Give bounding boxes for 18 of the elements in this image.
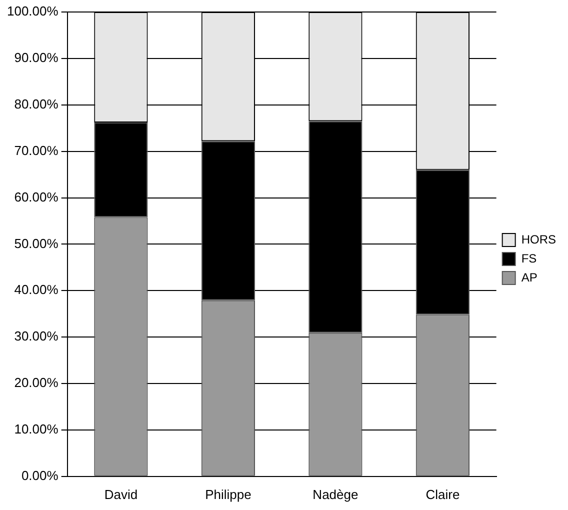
legend-label: FS (521, 251, 537, 266)
y-tick-label: 20.00% (14, 375, 59, 390)
y-tick-label: 60.00% (14, 189, 59, 204)
x-tick-label: Nadège (312, 486, 358, 502)
y-tick-label: 90.00% (14, 50, 59, 66)
legend-label: HORS (521, 232, 556, 246)
x-tick-label: David (104, 486, 138, 502)
y-tick-label: 80.00% (14, 96, 59, 112)
legend-label: AP (521, 270, 538, 284)
x-tick-label: Claire (426, 486, 460, 502)
y-tick-label: 0.00% (21, 468, 59, 483)
y-tick-label: 100.00% (6, 4, 59, 19)
y-tick-label: 70.00% (14, 142, 59, 158)
y-tick-label: 30.00% (14, 328, 59, 344)
y-tick-label: 40.00% (14, 282, 59, 298)
y-tick-label: 10.00% (14, 422, 59, 437)
y-tick-label: 50.00% (14, 236, 59, 251)
x-tick-label: Philippe (205, 486, 252, 502)
